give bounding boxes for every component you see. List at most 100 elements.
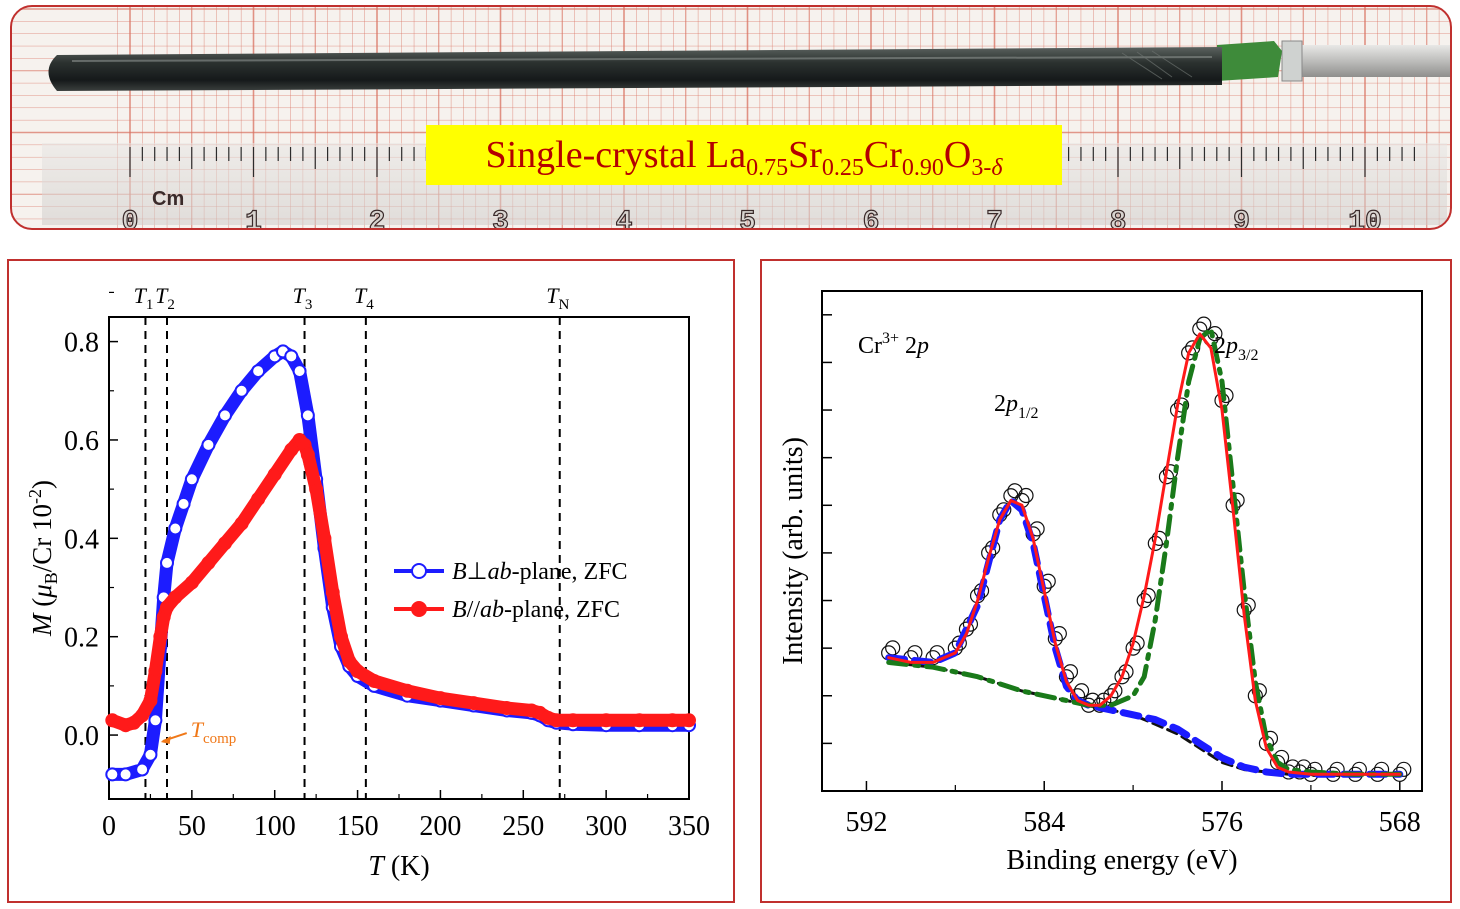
series-perp-point (148, 713, 163, 728)
series-parallel-point (184, 575, 199, 590)
series-parallel-point (160, 600, 174, 615)
crystal-photo-illustration: Cm 0 1 2 3 4 5 6 7 8 9 10 (12, 7, 1450, 230)
x-tick-label: 250 (502, 811, 544, 842)
series-parallel-point (682, 713, 696, 728)
x-tick-label: 100 (254, 811, 296, 842)
transition-label: T3 (293, 283, 313, 313)
x-axis-label: T (K) (368, 851, 429, 882)
y-tick-label: 0.6 (64, 426, 99, 457)
series-perp-point (105, 767, 120, 782)
transition-label: TN (546, 283, 569, 313)
series-parallel-point (499, 701, 514, 716)
component-2p32-curve (886, 326, 1403, 777)
legend-label: B//ab-plane, ZFC (452, 597, 620, 623)
series-perp-point (218, 408, 232, 423)
series-perp-point (284, 349, 299, 364)
series-parallel-point (350, 664, 365, 679)
transition-label: T2 (155, 283, 175, 313)
magnetization-chart-panel: 0 50 100 150 200 250 300 350 0.0 0.2 0.4 0.6 0.8 T (K… (7, 259, 735, 903)
series-parallel-point (325, 585, 340, 600)
y-tick-label: 0.8 (64, 328, 99, 359)
x-tick-label: 0 (102, 811, 116, 842)
series-perp-point (184, 472, 199, 487)
series-parallel (105, 432, 696, 733)
series-parallel-point (300, 447, 315, 462)
legend-marker (411, 563, 427, 579)
series-parallel-point (342, 654, 357, 669)
cr-2p-label: Cr3+ 2p (858, 330, 929, 359)
series-parallel-point (549, 713, 564, 728)
xps-data-point (1007, 483, 1023, 499)
ruler-numbers: 0 1 2 3 4 5 6 7 8 9 10 (121, 206, 1382, 230)
quartz-rod (1292, 45, 1450, 77)
series-parallel-point (400, 683, 415, 698)
xps-data-points (881, 316, 1412, 782)
x-tick-label: 584 (1023, 807, 1065, 838)
y-axis-label: M (μB/Cr 10-2) (25, 480, 61, 637)
xps-data-point (1140, 587, 1156, 604)
series-parallel-point (632, 713, 647, 728)
series-parallel-point (309, 482, 324, 497)
series-parallel-point (168, 590, 183, 605)
ruler-unit-label: Cm (152, 188, 184, 210)
y-axis-label: Intensity (arb. units) (778, 437, 809, 665)
series-parallel-point (367, 673, 382, 688)
legend-label: B⊥ab-plane, ZFC (452, 559, 628, 585)
x-axis-label: Binding energy (eV) (1006, 845, 1237, 876)
xps-chart: 592 584 576 568 Binding energy (eV) Intensity… (778, 290, 1423, 876)
series-parallel-point (433, 691, 448, 706)
series-parallel-point (153, 629, 168, 644)
xps-data-point (1196, 316, 1212, 332)
series-parallel-point (599, 713, 614, 728)
transition-label: T4 (354, 283, 374, 313)
ruler-number: 6 (863, 207, 880, 230)
series-parallel-point (284, 442, 299, 457)
y-tick-label: 0.2 (64, 623, 99, 654)
crystal-photo-panel: Cm 0 1 2 3 4 5 6 7 8 9 10 Single-crystal La0.75Sr0… (10, 5, 1452, 230)
series-perp-point (176, 496, 191, 511)
xps-data-point (1329, 761, 1345, 777)
legend-marker (411, 601, 427, 617)
peak-label: 2p1/2 (994, 391, 1038, 422)
x-tick-label: 592 (845, 807, 887, 838)
xps-data-point (1173, 397, 1190, 413)
x-tick-label: 568 (1379, 807, 1421, 838)
ruler-number: 1 (245, 207, 262, 230)
series-parallel-point (143, 693, 158, 708)
xps-data-point (1018, 487, 1034, 504)
series-perp-point (118, 767, 133, 782)
xps-data-point (1151, 530, 1167, 546)
ruler-number: 2 (369, 207, 386, 230)
x-tick-label: 300 (585, 811, 627, 842)
transition-label: T1 (134, 283, 154, 313)
series-perp-point (160, 555, 174, 570)
ruler-number: 0 (122, 207, 139, 230)
x-tick-label: 50 (178, 811, 206, 842)
xps-data-point (1396, 761, 1412, 777)
xps-data-point (1073, 683, 1090, 699)
metal-clamp (1281, 40, 1303, 82)
series-perp-point (234, 383, 249, 398)
series-parallel-point (251, 491, 266, 506)
series-parallel-point (267, 467, 282, 482)
plot-frame (821, 290, 1423, 792)
ruler-number: 10 (1348, 207, 1382, 230)
peak-label: 2p3/2 (1214, 333, 1258, 364)
ruler-number: 4 (616, 207, 633, 230)
x-tick-label: 350 (668, 811, 710, 842)
xps-data-point (1129, 635, 1145, 651)
series-parallel-point (105, 713, 120, 728)
series-parallel-point (334, 629, 348, 644)
y-tick-label: 0.0 (64, 721, 99, 752)
series-perp-point (300, 408, 315, 423)
series-parallel-point (218, 536, 232, 551)
tcomp-arrowhead (160, 736, 171, 745)
green-seed-end (1217, 41, 1282, 81)
y-tick-label: 0.4 (64, 524, 99, 555)
xps-chart-panel: 592 584 576 568 Binding energy (eV) Intensity… (760, 259, 1452, 903)
series-parallel-point (234, 516, 249, 531)
series-parallel-point (201, 555, 216, 570)
series-parallel-point (148, 664, 163, 679)
series-perp-point (201, 437, 216, 452)
ruler-number: 5 (739, 207, 756, 230)
